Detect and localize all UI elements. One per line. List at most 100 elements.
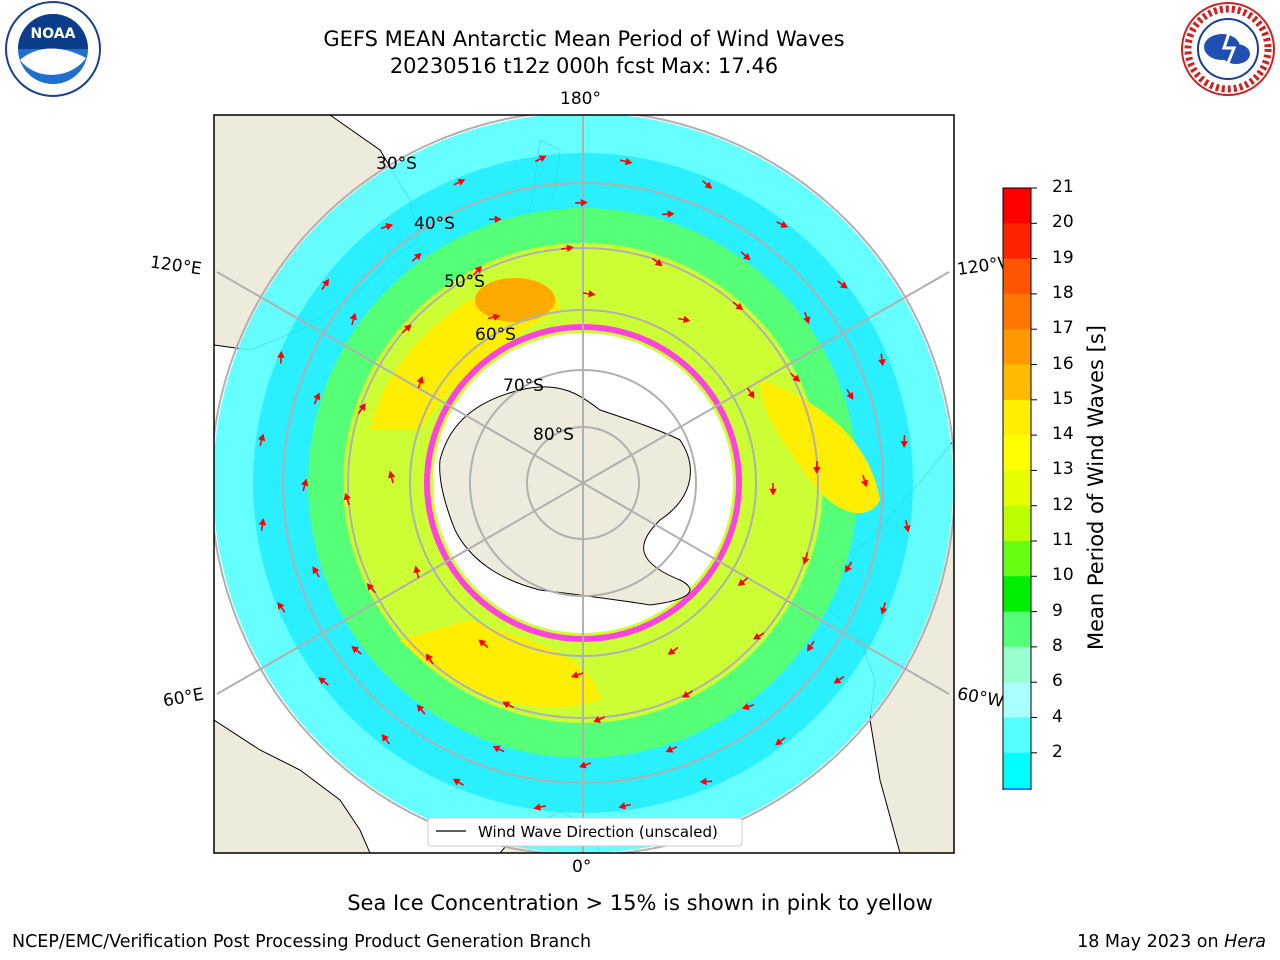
wind-wave-arrowhead — [277, 350, 285, 358]
wind-wave-arrowhead — [803, 316, 811, 324]
wind-wave-vectors — [257, 155, 911, 811]
colorbar-tick-label: 9 — [1052, 600, 1063, 621]
colorbar-band — [1003, 717, 1031, 754]
footer-date-text: 18 May 2023 on — [1077, 932, 1225, 952]
sea-ice-caption: Sea Ice Concentration > 15% is shown in … — [347, 891, 933, 915]
wind-wave-arrowhead — [839, 281, 848, 289]
wave-field-orange — [475, 278, 555, 322]
wind-wave-arrowhead — [903, 525, 911, 533]
colorbar-band — [1003, 541, 1031, 577]
wind-wave-arrowhead — [457, 178, 466, 186]
africa-land — [214, 719, 371, 853]
lat-label-30: 30°S — [376, 154, 417, 174]
wind-wave-arrowhead — [258, 518, 267, 526]
colorbar-band — [1003, 435, 1031, 471]
wind-wave-arrowhead — [580, 199, 588, 207]
antarctica-land — [439, 386, 691, 606]
wind-wave-arrowhead — [538, 155, 547, 163]
colorbar-band — [1003, 258, 1031, 295]
nws-logo — [1181, 2, 1275, 96]
wind-wave-arrowhead — [343, 492, 351, 501]
wind-wave-arrowhead — [478, 639, 486, 647]
noaa-logo: NOAA — [5, 1, 101, 97]
colorbar-band — [1003, 611, 1031, 648]
wind-wave-arrowhead — [416, 375, 424, 384]
wind-wave-arrowhead — [780, 221, 789, 228]
colorbar-band — [1003, 293, 1031, 330]
legend-label: Wind Wave Direction (unscaled) — [478, 823, 718, 841]
wind-wave-arrowhead — [257, 433, 266, 442]
wind-wave-arrowhead — [502, 701, 511, 709]
wind-wave-arrowhead — [682, 690, 690, 698]
wind-wave-arrowhead — [351, 646, 359, 654]
wind-wave-arrowhead — [735, 302, 744, 310]
map-frame — [213, 114, 955, 854]
chart-title: GEFS MEAN Antarctic Mean Period of Wind … — [323, 27, 845, 51]
colorbar-band — [1003, 223, 1031, 260]
wind-wave-arrowhead — [349, 312, 357, 321]
wind-wave-arrowhead — [704, 181, 713, 189]
colorbar-band — [1003, 788, 1031, 790]
wind-wave-arrowhead — [571, 671, 579, 679]
wind-wave-arrowhead — [802, 556, 810, 565]
colorbar — [1002, 187, 1037, 790]
footer-credit: NCEP/EMC/Verification Post Processing Pr… — [12, 932, 592, 952]
footer-date: 18 May 2023 on Hera — [1077, 932, 1266, 952]
wind-wave-arrowhead — [775, 738, 783, 746]
colorbar-tick-label: 2 — [1052, 741, 1063, 762]
wind-wave-arrowhead — [667, 210, 675, 218]
wind-wave-arrowhead — [403, 324, 412, 332]
colorbar-band — [1003, 576, 1031, 613]
lon-label-0: 0° — [572, 857, 592, 877]
wind-wave-arrowhead — [425, 653, 433, 662]
wind-wave-arrowhead — [844, 564, 852, 573]
wind-wave-arrowhead — [385, 223, 393, 231]
wind-wave-arrowhead — [654, 259, 663, 267]
wind-wave-arrowhead — [806, 643, 814, 652]
wind-wave-arrowhead — [618, 802, 626, 810]
wind-wave-arrowhead — [699, 777, 707, 786]
colorbar-tick-label: 4 — [1052, 706, 1063, 727]
lat-label-70: 70°S — [503, 376, 544, 396]
wind-wave-arrowhead — [880, 607, 888, 615]
wind-wave-arrowhead — [312, 566, 320, 575]
colorbar-band — [1003, 470, 1031, 507]
colorbar-band — [1003, 646, 1031, 683]
wind-wave-arrowhead — [665, 745, 674, 753]
lat-label-80: 80°S — [533, 425, 574, 445]
lat-label-40: 40°S — [414, 214, 455, 234]
wind-wave-arrowhead — [416, 704, 425, 712]
wind-wave-arrowhead — [381, 733, 389, 742]
colorbar-tick-label: 16 — [1052, 353, 1074, 374]
colorbar-tick-label: 6 — [1052, 671, 1063, 692]
wind-wave-arrowhead — [792, 374, 801, 382]
wave-field-yellow-c — [400, 620, 600, 708]
wind-wave-arrowhead — [813, 466, 821, 474]
colorbar-tick-label: 19 — [1052, 247, 1074, 268]
lat-label-50: 50°S — [444, 272, 485, 292]
wind-wave-arrowhead — [846, 392, 854, 400]
colorbar-band — [1003, 399, 1031, 436]
colorbar-band — [1003, 505, 1031, 542]
wind-wave-arrowhead — [366, 583, 375, 591]
wind-wave-arrowhead — [737, 578, 746, 587]
wind-wave-arrowhead — [413, 565, 421, 574]
lon-label-180: 180° — [560, 89, 601, 109]
wind-wave-arrowhead — [833, 676, 842, 684]
colorbar-tick-label: 10 — [1052, 565, 1074, 586]
wind-wave-arrowhead — [769, 488, 777, 496]
legend-box — [427, 817, 743, 847]
wind-wave-arrowhead — [492, 745, 501, 753]
wind-wave-arrowhead — [743, 252, 751, 261]
wind-wave-arrowhead — [322, 278, 330, 287]
wind-wave-arrowhead — [413, 253, 422, 261]
wind-wave-arrowhead — [566, 244, 574, 252]
wave-field-yellow-b — [760, 380, 880, 514]
wind-wave-arrowhead — [588, 290, 596, 298]
colorbar-band — [1003, 364, 1031, 401]
wind-wave-arrowhead — [860, 479, 869, 488]
colorbar-label: Mean Period of Wind Waves [s] — [1084, 325, 1108, 650]
colorbar-tick-label: 17 — [1052, 318, 1074, 339]
colorbar-band — [1003, 329, 1031, 365]
